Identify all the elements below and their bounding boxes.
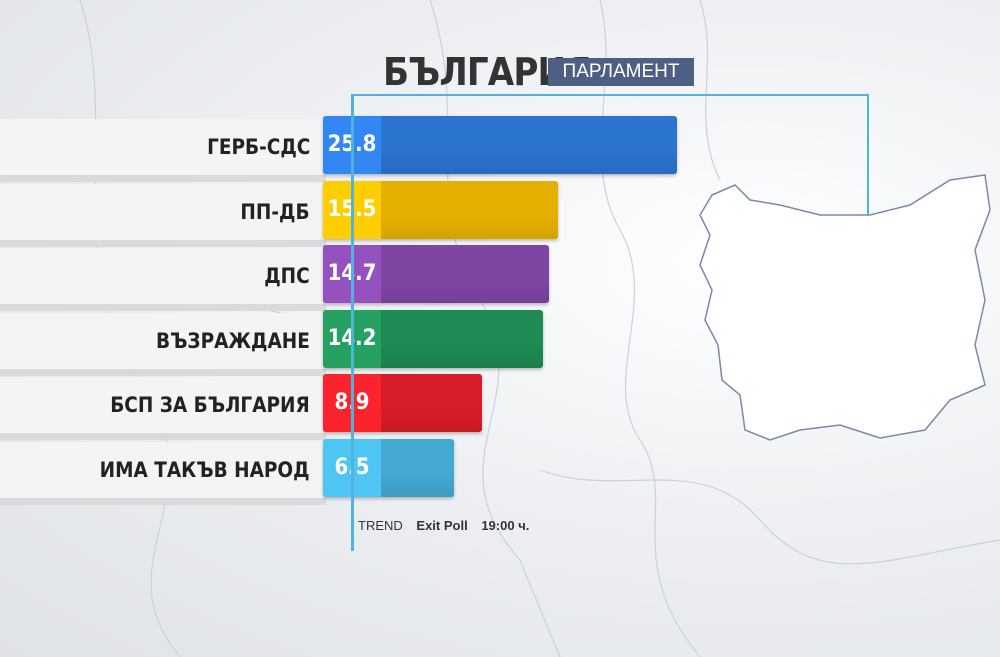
- category-label: ПП-ДБ: [240, 199, 310, 224]
- bar-row: ВЪЗРАЖДАНЕ 14.2: [0, 309, 700, 376]
- bar-row: ГЕРБ-СДС 25.8: [0, 116, 700, 182]
- label-strip: [0, 248, 326, 311]
- bar: 25.8: [323, 116, 677, 174]
- connector-line: [351, 94, 869, 96]
- bar: 8.9: [323, 374, 482, 432]
- bar-row: ДПС 14.7: [0, 245, 700, 311]
- label-strip: [0, 312, 326, 376]
- bar: 15.5: [323, 180, 559, 239]
- bar: 14.7: [323, 245, 549, 303]
- category-label: ИМА ТАКЪВ НАРОД: [100, 457, 310, 482]
- chart-footer: TREND Exit Poll 19:00 ч.: [358, 518, 529, 533]
- label-strip: [0, 377, 326, 440]
- poll-time: 19:00 ч.: [481, 518, 530, 533]
- bulgaria-shape: [699, 174, 991, 441]
- category-label: ГЕРБ-СДС: [206, 135, 310, 159]
- connector-line-drop: [867, 94, 869, 216]
- source-label: TREND: [358, 518, 403, 533]
- category-label: ДПС: [264, 264, 310, 288]
- bar: 6.5: [323, 438, 455, 497]
- label-strip: [0, 119, 326, 182]
- bar-row: ИМА ТАКЪВ НАРОД 6.5: [0, 438, 700, 505]
- bar: 14.2: [323, 309, 543, 368]
- category-label: БСП ЗА БЪЛГАРИЯ: [110, 393, 310, 417]
- bar-row: БСП ЗА БЪЛГАРИЯ 8.9: [0, 374, 700, 440]
- label-strip: [0, 183, 326, 247]
- axis-line: [351, 95, 354, 551]
- category-label: ВЪЗРАЖДАНЕ: [156, 328, 310, 353]
- label-strip: [0, 441, 326, 505]
- poll-type: Exit Poll: [416, 518, 468, 533]
- category-badge: ПАРЛАМЕНТ: [548, 58, 694, 86]
- bar-row: ПП-ДБ 15.5: [0, 180, 700, 247]
